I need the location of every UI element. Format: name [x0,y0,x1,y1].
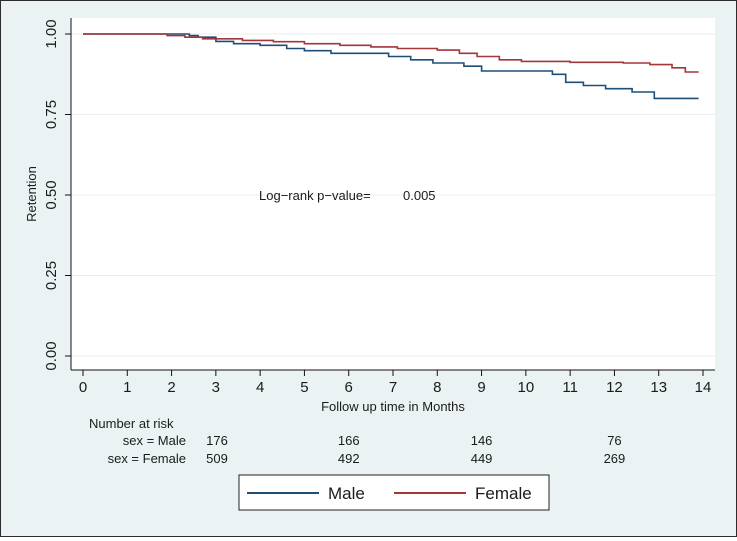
risk-count: 492 [338,451,360,466]
x-tick-label: 14 [695,379,712,396]
series-line-male [83,33,699,100]
risk-count: 176 [206,433,228,448]
series-lines [83,33,699,100]
number-at-risk-table: Number at risk sex = Male sex = Female 1… [89,416,625,466]
risk-count: 166 [338,433,360,448]
y-tick-label: 0.25 [43,261,60,290]
risk-row-label-female: sex = Female [108,451,186,466]
risk-count: 146 [471,433,493,448]
x-ticks: 0 1 2 3 4 5 6 7 8 9 10 11 12 13 14 [79,370,712,396]
x-tick-label: 4 [256,379,264,396]
risk-count: 449 [471,451,493,466]
x-tick-label: 11 [562,379,578,396]
x-tick-label: 8 [433,379,441,396]
x-tick-label: 3 [212,379,220,396]
x-tick-label: 10 [518,379,535,396]
x-tick-label: 0 [79,379,87,396]
risk-table-header: Number at risk [89,416,174,431]
risk-count: 269 [604,451,626,466]
legend-label-male: Male [328,484,365,503]
legend: Male Female [238,474,550,511]
y-ticks: 0.00 0.25 0.50 0.75 1.00 [43,19,71,371]
y-axis-title: Retention [24,166,39,222]
x-tick-label: 6 [345,379,353,396]
risk-count: 509 [206,451,228,466]
y-tick-label: 0.50 [43,180,60,209]
x-axis-title: Follow up time in Months [321,399,465,414]
series-line-female [83,33,699,73]
x-tick-label: 13 [650,379,667,396]
risk-row-label-male: sex = Male [123,433,186,448]
x-tick-label: 7 [389,379,397,396]
x-tick-label: 12 [606,379,623,396]
x-tick-label: 9 [477,379,485,396]
logrank-label: Log−rank p−value= [259,188,371,203]
y-tick-label: 0.75 [43,100,60,129]
x-tick-label: 1 [123,379,131,396]
legend-label-female: Female [475,484,532,503]
plot-area [71,18,715,370]
y-tick-label: 0.00 [43,341,60,370]
logrank-value: 0.005 [403,188,436,203]
risk-count: 76 [607,433,621,448]
x-tick-label: 2 [167,379,175,396]
y-tick-label: 1.00 [43,19,60,48]
x-tick-label: 5 [300,379,308,396]
